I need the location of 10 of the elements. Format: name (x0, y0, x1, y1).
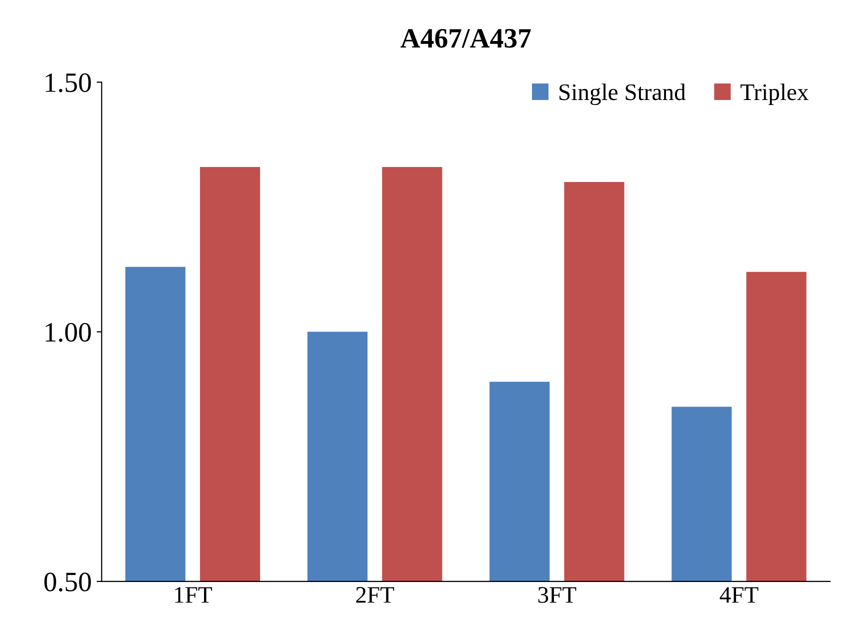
y-tick-label: 1.50 (46, 73, 91, 92)
y-tick-label: 1.00 (46, 322, 91, 342)
x-tick-label: 2FT (356, 587, 394, 603)
x-tick-label: 1FT (175, 587, 212, 603)
x-tick-label: 4FT (720, 587, 758, 603)
legend-label: Triplex (740, 84, 809, 105)
x-tick-label: 3FT (538, 587, 576, 603)
y-tick-label: 0.50 (44, 572, 91, 592)
chart-title: A467/A437 (400, 29, 531, 48)
legend-label: Single Strand (560, 84, 686, 106)
